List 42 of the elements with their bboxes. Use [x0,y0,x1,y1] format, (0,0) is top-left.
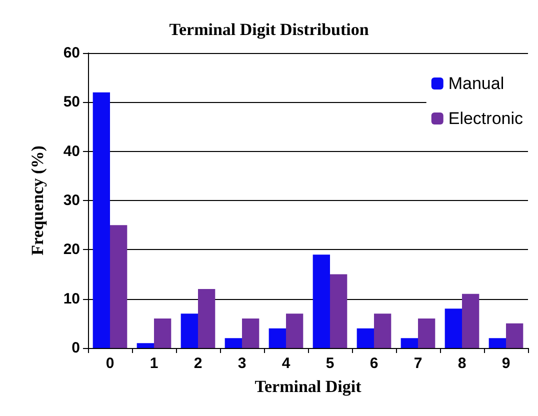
bar [136,343,154,348]
bar [400,338,418,348]
x-tick-label: 9 [502,355,510,372]
y-tick-label: 10 [63,290,80,308]
bar [418,318,436,348]
y-tick-label: 20 [63,241,80,258]
bar [312,254,330,348]
bar [286,314,304,348]
x-tick-label: 7 [414,355,422,372]
bar [444,308,462,348]
bar [462,294,480,348]
y-tick-label: 0 [72,340,80,356]
bar [268,328,286,348]
x-tick-label: 5 [326,355,334,372]
y-tick-label: 60 [63,44,80,62]
bar [488,338,506,348]
bar [154,318,172,348]
y-axis-title: Frequency (%) [28,146,47,256]
x-tick-label: 0 [106,355,114,372]
legend-label: Manual [448,74,504,93]
bar [198,289,216,348]
x-tick-label: 8 [458,355,466,372]
x-tick-label: 2 [194,355,202,372]
bar [356,328,374,348]
x-tick-label: 1 [150,355,158,372]
legend-label: Electronic [448,109,524,128]
y-tick-label: 30 [63,192,80,209]
y-tick-label: 40 [63,142,80,160]
bar [180,314,198,348]
x-tick-label: 6 [370,355,378,372]
y-tick-label: 50 [63,94,80,111]
bar [224,338,242,348]
chart-title: Terminal Digit Distribution [169,20,370,39]
bar [330,274,348,348]
x-tick-label: 3 [238,355,246,372]
bar [110,225,128,348]
x-axis-title: Terminal Digit [254,377,362,396]
bar [92,92,110,348]
bar [506,323,524,348]
x-tick-label: 4 [282,355,291,372]
bar [374,314,392,348]
bar [242,318,260,348]
